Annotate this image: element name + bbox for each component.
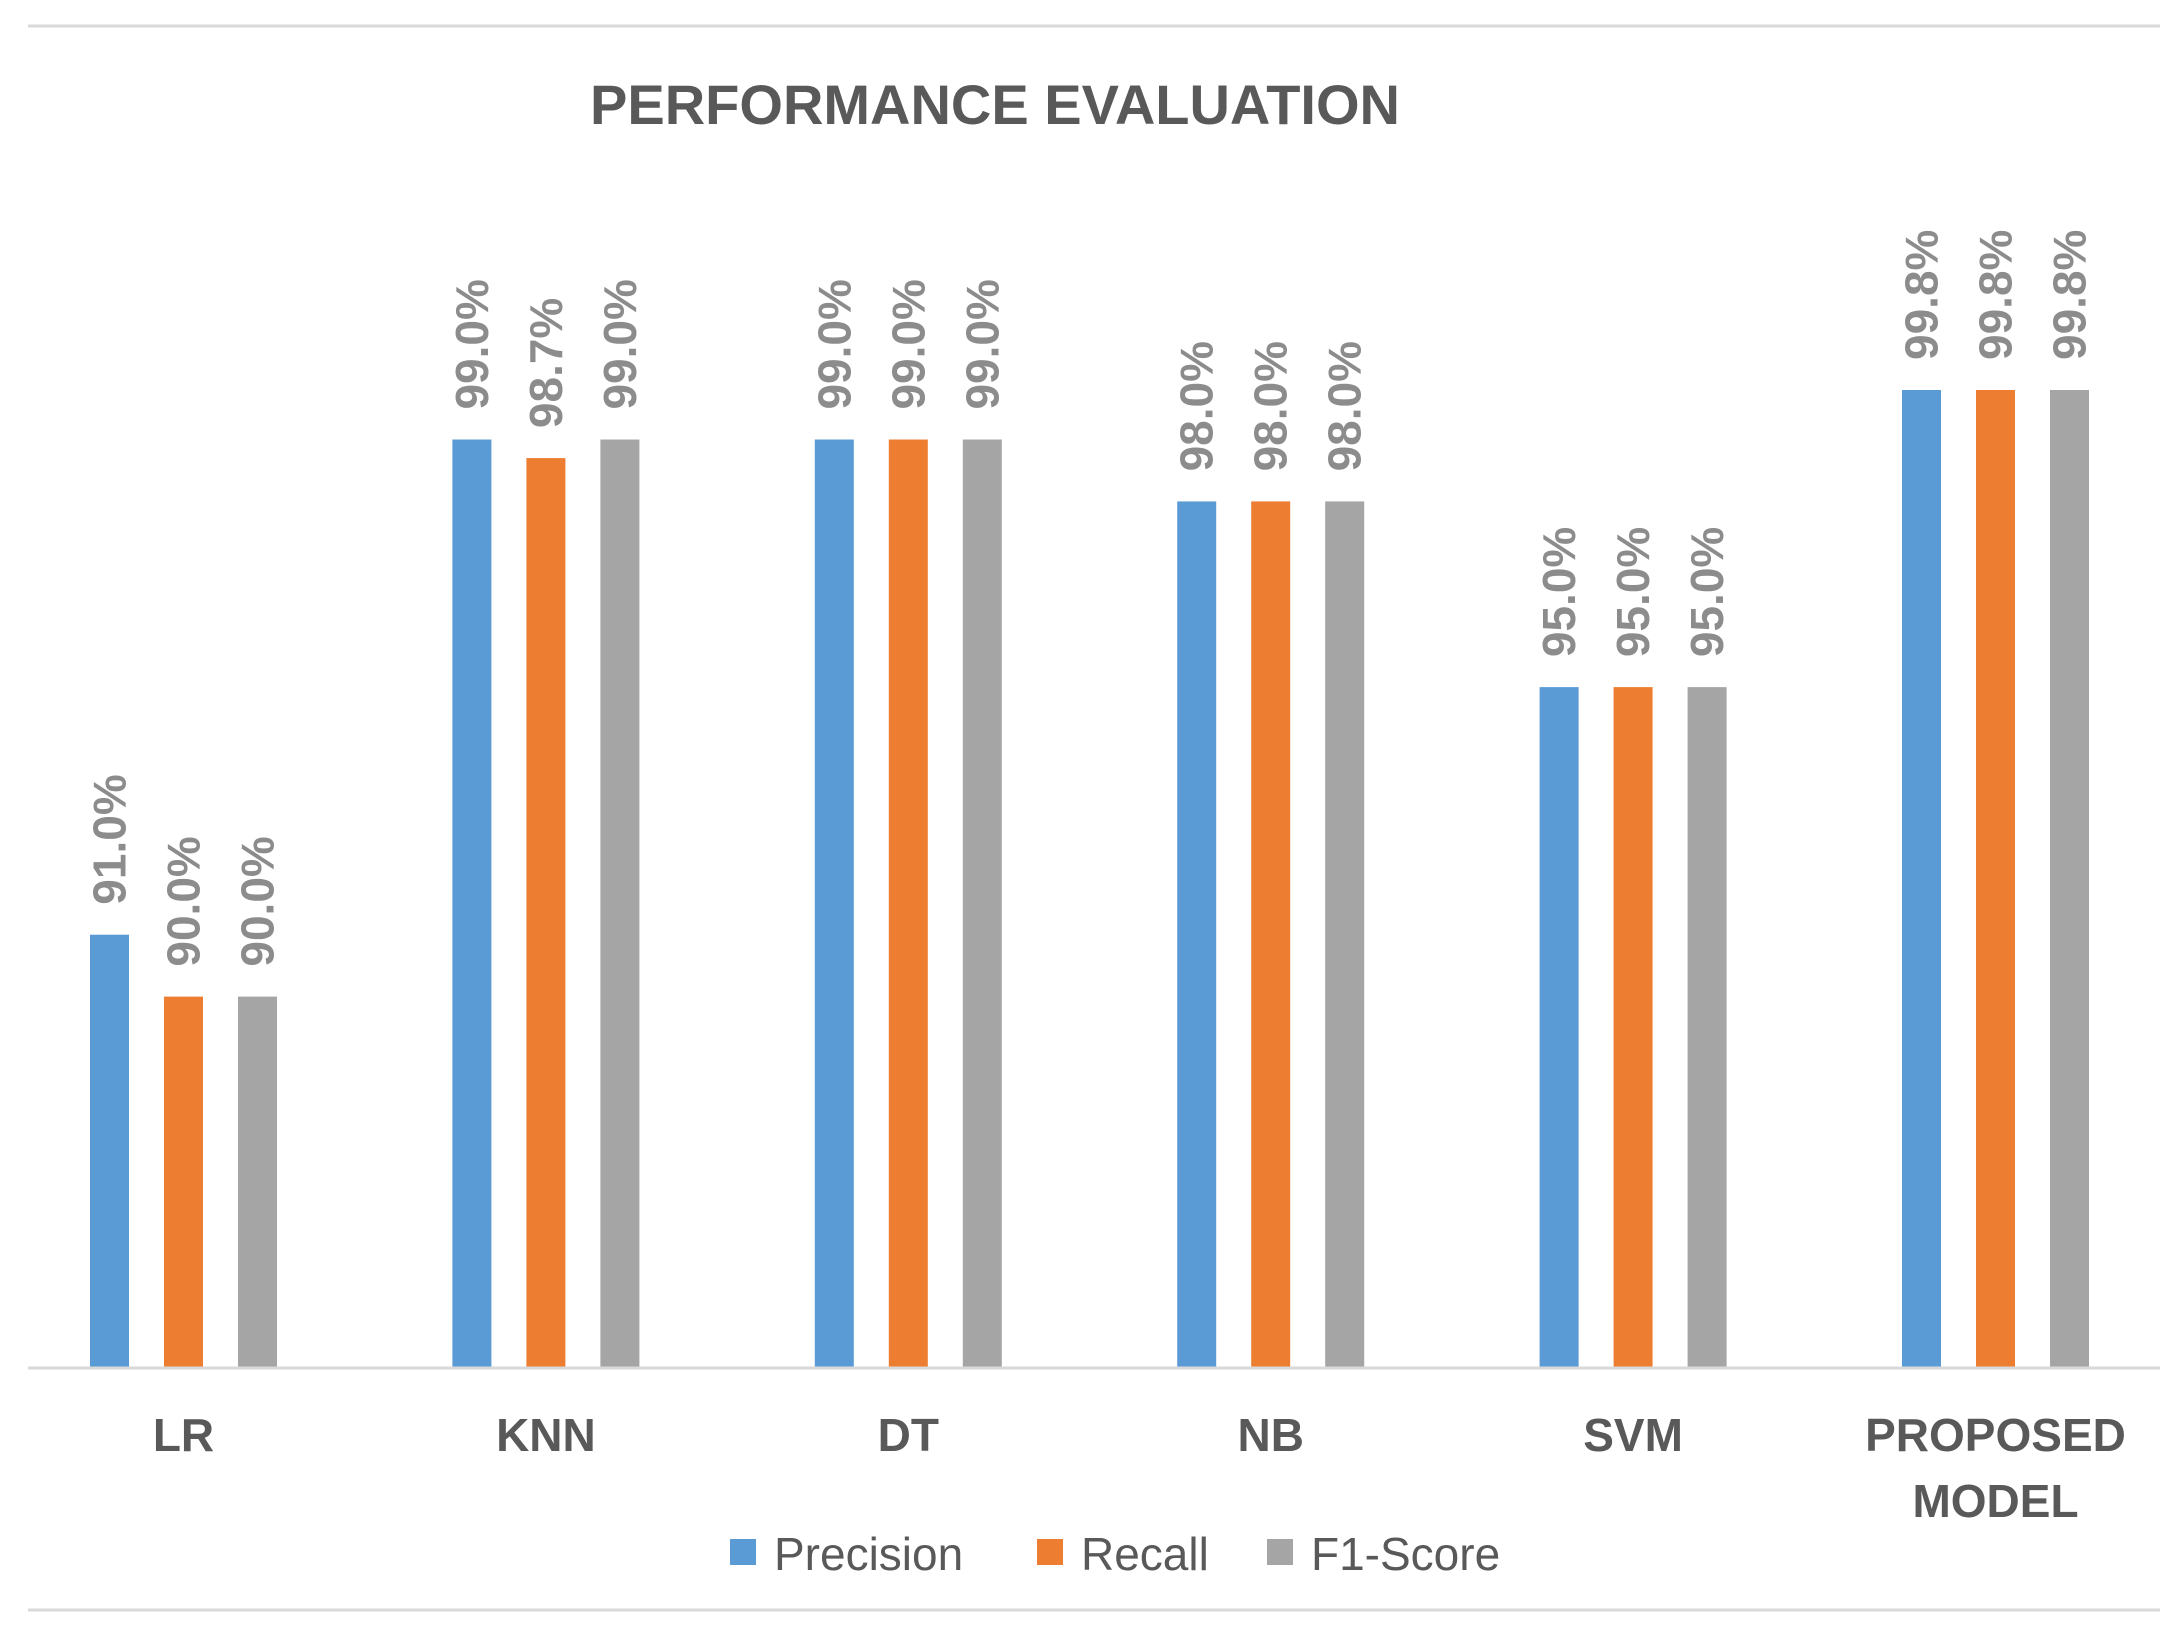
bar-svm-precision: [1539, 687, 1579, 1368]
category-label-nb: NB: [1237, 1409, 1303, 1461]
data-label-dt-precision: 99.0%: [808, 279, 860, 409]
bar-lr-recall: [164, 996, 203, 1368]
bar-lr-f1-score: [238, 996, 277, 1368]
data-label-svm-precision: 95.0%: [1533, 527, 1585, 657]
data-label-nb-f1-score: 98.0%: [1319, 341, 1371, 471]
bar-proposed-model-precision: [1902, 390, 1941, 1368]
data-label-nb-recall: 98.0%: [1245, 341, 1297, 471]
data-label-proposed-model-f1-score: 99.8%: [2044, 230, 2096, 360]
data-label-proposed-model-recall: 99.8%: [1970, 230, 2022, 360]
category-label-svm: SVM: [1583, 1409, 1683, 1461]
category-label-proposed-model-line-2: MODEL: [1912, 1475, 2078, 1527]
bar-knn-recall: [526, 458, 566, 1368]
data-label-dt-recall: 99.0%: [882, 279, 934, 409]
bar-knn-precision: [452, 439, 492, 1368]
bar-nb-f1-score: [1325, 501, 1365, 1368]
data-label-lr-f1-score: 90.0%: [232, 836, 284, 966]
legend-label-f1-score: F1-Score: [1311, 1528, 1500, 1580]
legend-swatch-f1-score: [1267, 1539, 1293, 1565]
bar-knn-f1-score: [600, 439, 640, 1368]
data-label-dt-f1-score: 99.0%: [956, 279, 1008, 409]
data-label-nb-precision: 98.0%: [1171, 341, 1223, 471]
bar-proposed-model-recall: [1976, 390, 2015, 1368]
bar-dt-recall: [888, 439, 928, 1368]
data-label-lr-recall: 90.0%: [158, 836, 210, 966]
category-label-lr: LR: [153, 1409, 214, 1461]
bar-dt-precision: [814, 439, 854, 1368]
data-label-svm-f1-score: 95.0%: [1681, 527, 1733, 657]
bar-dt-f1-score: [962, 439, 1002, 1368]
data-label-knn-f1-score: 99.0%: [594, 279, 646, 409]
chart-title: PERFORMANCE EVALUATION: [590, 73, 1400, 136]
category-label-knn: KNN: [496, 1409, 596, 1461]
bar-nb-precision: [1177, 501, 1217, 1368]
bar-svm-f1-score: [1687, 687, 1727, 1368]
data-label-proposed-model-precision: 99.8%: [1896, 230, 1948, 360]
bar-lr-precision: [90, 934, 129, 1368]
legend-label-recall: Recall: [1081, 1528, 1209, 1580]
legend-label-precision: Precision: [774, 1528, 963, 1580]
data-label-knn-precision: 99.0%: [446, 279, 498, 409]
bar-svm-recall: [1613, 687, 1653, 1368]
data-labels-group: 91.0% 90.0% 90.0% 99.0% 98.7% 99.0% 99.0% 99.0%…: [84, 230, 2096, 967]
legend: Precision Recall F1-Score: [730, 1528, 1500, 1580]
legend-swatch-precision: [730, 1539, 756, 1565]
category-label-dt: DT: [878, 1409, 939, 1461]
category-label-proposed-model-line-1: PROPOSED: [1865, 1409, 2126, 1461]
legend-swatch-recall: [1037, 1539, 1063, 1565]
category-labels-group: LR KNN DT NB SVM PROPOSED MODEL: [153, 1409, 2126, 1527]
bar-proposed-model-f1-score: [2050, 390, 2089, 1368]
data-label-lr-precision: 91.0%: [84, 774, 136, 904]
data-label-svm-recall: 95.0%: [1607, 527, 1659, 657]
bar-nb-recall: [1251, 501, 1291, 1368]
data-label-knn-recall: 98.7%: [520, 298, 572, 428]
bars-group: [90, 390, 2089, 1368]
